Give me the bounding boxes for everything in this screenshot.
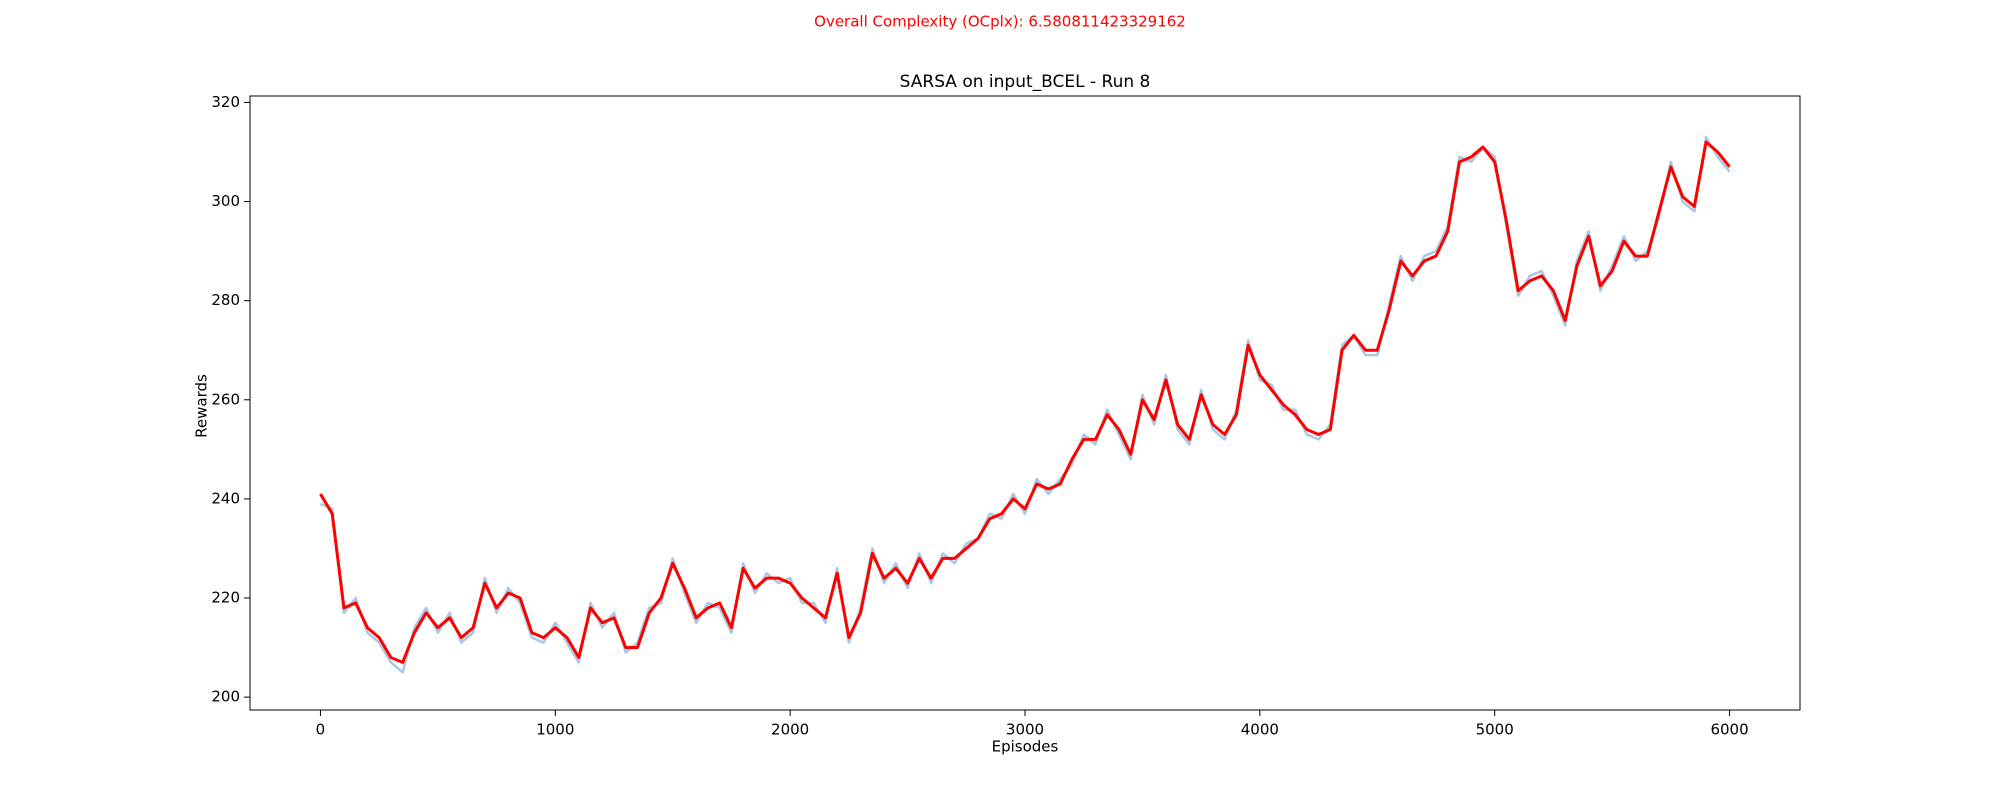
x-tick-label: 1000 <box>536 721 574 739</box>
y-tick-label: 240 <box>211 489 240 507</box>
series-line <box>319 135 1731 674</box>
x-tick-label: 3000 <box>1006 721 1044 739</box>
y-axis-label: Rewards <box>193 374 211 438</box>
y-tick-label: 320 <box>211 93 240 111</box>
x-tick-label: 4000 <box>1241 721 1279 739</box>
y-tick-label: 300 <box>211 192 240 210</box>
x-axis-label: Episodes <box>992 738 1059 756</box>
x-tick-label: 5000 <box>1476 721 1514 739</box>
y-tick-label: 280 <box>211 291 240 309</box>
y-tick-label: 260 <box>211 390 240 408</box>
suptitle: Overall Complexity (OCplx): 6.5808114233… <box>814 13 1186 31</box>
x-tick-label: 0 <box>316 721 326 739</box>
x-tick-label: 6000 <box>1710 721 1748 739</box>
y-tick-label: 200 <box>211 688 240 706</box>
chart-title: SARSA on input_BCEL - Run 8 <box>900 72 1151 92</box>
plot-frame <box>249 95 1801 711</box>
y-tick-label: 220 <box>211 589 240 607</box>
series-line <box>319 140 1731 664</box>
x-tick-label: 2000 <box>771 721 809 739</box>
